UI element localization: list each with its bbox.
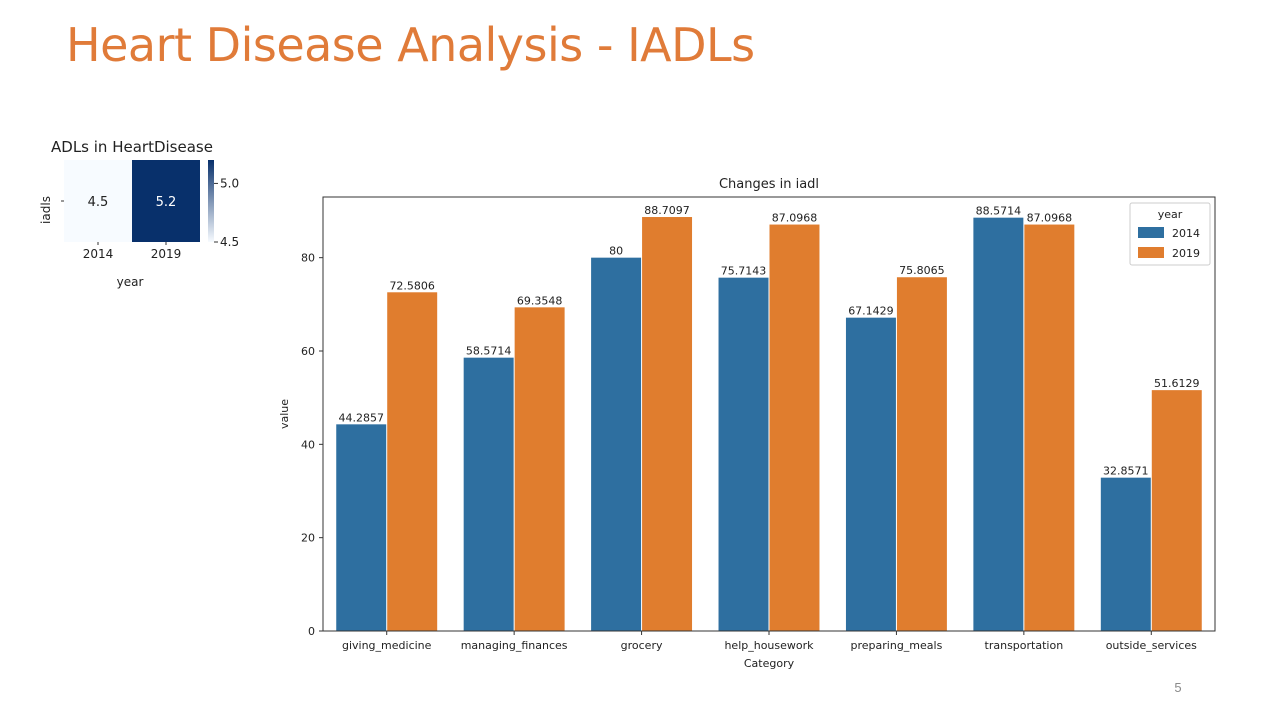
bar-data-label: 88.7097 — [644, 204, 690, 217]
bar-2014-help_housework — [718, 277, 769, 631]
x-tick-label: preparing_meals — [851, 639, 943, 652]
slide-title: Heart Disease Analysis - IADLs — [66, 18, 755, 72]
bar-2014-giving_medicine — [336, 424, 387, 631]
bar-2019-giving_medicine — [387, 292, 438, 631]
x-tick-label: outside_services — [1106, 639, 1197, 652]
legend-label: 2019 — [1172, 247, 1200, 260]
bar-data-label: 72.5806 — [389, 279, 435, 292]
x-tick-label: help_housework — [724, 639, 814, 652]
bar-data-label: 69.3548 — [517, 294, 563, 307]
bar-2019-outside_services — [1151, 390, 1202, 631]
bar-data-label: 75.7143 — [721, 265, 767, 278]
bar-chart-x-axis-label: Category — [744, 657, 795, 670]
bar-data-label: 51.6129 — [1154, 377, 1200, 390]
slide-number: 5 — [1174, 680, 1182, 695]
heatmap-title: ADLs in HeartDisease — [51, 138, 213, 156]
legend-label: 2014 — [1172, 227, 1200, 240]
bar-data-label: 75.8065 — [899, 264, 945, 277]
bar-2014-grocery — [591, 257, 642, 631]
y-tick-label: 20 — [301, 532, 315, 545]
heatmap-cell — [64, 160, 132, 242]
y-tick-label: 60 — [301, 345, 315, 358]
y-tick-label: 40 — [301, 438, 315, 451]
bar-2014-preparing_meals — [845, 317, 896, 631]
x-tick-label: transportation — [985, 639, 1064, 652]
colorbar-tick-label: 5.0 — [220, 176, 239, 190]
plot-frame — [322, 196, 1216, 632]
heatmap-x-tick-label: 2019 — [151, 247, 182, 261]
bar-2019-preparing_meals — [896, 277, 947, 631]
bar-data-label: 58.5714 — [466, 345, 512, 358]
heatmap-cell-value: 4.5 — [88, 195, 109, 210]
bar-2014-outside_services — [1100, 477, 1151, 631]
bar-2019-help_housework — [769, 224, 820, 631]
heatmap-cell — [132, 160, 200, 242]
bar-data-label: 80 — [609, 245, 623, 258]
bar-chart-title: Changes in iadl — [719, 177, 819, 192]
y-tick-label: 0 — [308, 625, 315, 638]
heatmap-cell-value: 5.2 — [156, 195, 177, 210]
bar-2014-transportation — [973, 217, 1024, 631]
bar-chart-y-axis-label: value — [278, 399, 291, 429]
bar-data-label: 67.1429 — [848, 305, 894, 318]
colorbar-tick-label: 4.5 — [220, 235, 239, 249]
heatmap-chart: ADLs in HeartDisease iadls year 4.5 2014 5… — [39, 138, 239, 289]
x-tick-label: managing_finances — [461, 639, 568, 652]
x-tick-label: giving_medicine — [342, 639, 432, 652]
x-tick-label: grocery — [621, 639, 663, 652]
bar-data-label: 44.2857 — [338, 411, 384, 424]
legend-swatch-2014 — [1138, 227, 1164, 238]
legend-swatch-2019 — [1138, 247, 1164, 258]
bar-2019-transportation — [1024, 224, 1075, 631]
bar-data-label: 87.0968 — [772, 212, 818, 225]
y-tick-label: 80 — [301, 252, 315, 265]
bar-2019-managing_finances — [514, 307, 565, 631]
bar-chart: Changes in iadl value Category 44.2857 72… — [278, 177, 1216, 670]
bar-data-label: 32.8571 — [1103, 465, 1149, 478]
bar-data-label: 87.0968 — [1027, 212, 1073, 225]
bar-2014-managing_finances — [463, 357, 514, 631]
bar-2019-grocery — [642, 217, 693, 631]
legend-title: year — [1158, 208, 1183, 221]
heatmap-y-axis-label: iadls — [39, 196, 53, 224]
heatmap-colorbar — [208, 160, 214, 242]
bar-data-label: 88.5714 — [976, 205, 1022, 218]
heatmap-x-axis-label: year — [117, 275, 144, 289]
heatmap-x-tick-label: 2014 — [83, 247, 114, 261]
